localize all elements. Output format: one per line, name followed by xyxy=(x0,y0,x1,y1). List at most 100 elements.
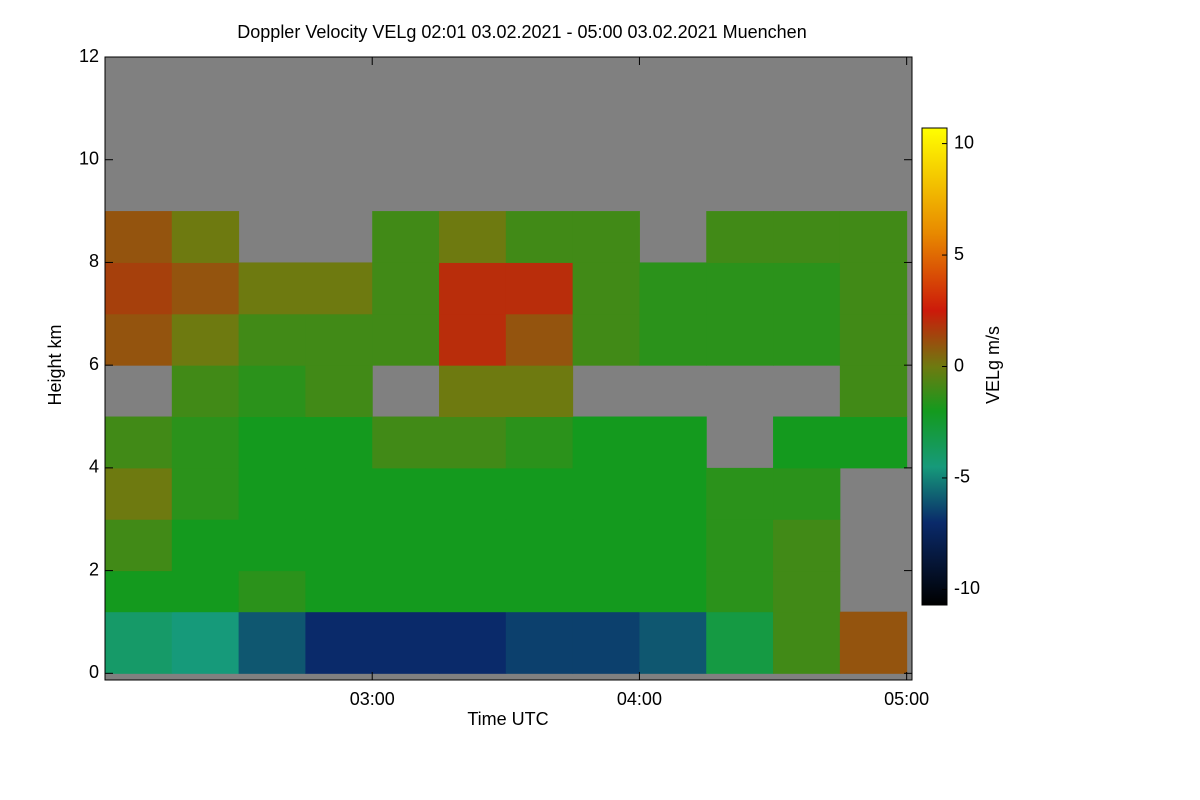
heatmap-cell xyxy=(505,416,574,469)
heatmap-cell xyxy=(105,262,173,315)
x-tick-label: 05:00 xyxy=(884,689,929,709)
heatmap-cell xyxy=(773,519,841,572)
heatmap-cell xyxy=(105,570,173,613)
heatmap-cell xyxy=(572,211,640,263)
heatmap-cell xyxy=(171,211,240,263)
heatmap-cell xyxy=(839,611,908,674)
colorbar-tick-label: -5 xyxy=(954,467,970,487)
heatmap-cell xyxy=(706,211,774,263)
heatmap-cell xyxy=(706,519,774,572)
heatmap-cell xyxy=(305,416,373,469)
heatmap-cell xyxy=(505,519,574,572)
heatmap-cell xyxy=(305,611,373,674)
chart-title: Doppler Velocity VELg 02:01 03.02.2021 -… xyxy=(237,22,806,42)
heatmap-cell xyxy=(171,365,240,418)
heatmap-cell xyxy=(505,365,574,418)
heatmap-cell xyxy=(572,313,640,366)
y-axis-label: Height km xyxy=(45,324,65,405)
x-tick-label: 03:00 xyxy=(350,689,395,709)
heatmap-cell xyxy=(439,416,507,469)
heatmap-cell xyxy=(439,467,507,520)
heatmap-cell xyxy=(305,519,373,572)
heatmap-cell xyxy=(639,519,707,572)
heatmap-cell xyxy=(505,313,574,366)
heatmap-cell xyxy=(706,611,774,674)
heatmap-cell xyxy=(105,467,173,520)
colorbar-tick-label: 10 xyxy=(954,132,974,152)
heatmap-cell xyxy=(639,467,707,520)
y-tick-label: 12 xyxy=(79,46,99,66)
heatmap-cell xyxy=(105,611,173,674)
colorbar-label: VELg m/s xyxy=(983,326,1003,404)
heatmap-cell xyxy=(839,416,908,469)
heatmap-cell xyxy=(171,611,240,674)
heatmap-cell xyxy=(305,467,373,520)
heatmap-cell xyxy=(372,611,440,674)
heatmap-cell xyxy=(238,570,306,613)
heatmap-cell xyxy=(105,519,173,572)
heatmap-cell xyxy=(706,262,774,315)
heatmap-cell xyxy=(505,262,574,315)
heatmap-cell xyxy=(572,467,640,520)
heatmap-cell xyxy=(372,416,440,469)
heatmap-cell xyxy=(305,262,373,315)
heatmap-cell xyxy=(238,365,306,418)
y-tick-label: 8 xyxy=(89,251,99,271)
colorbar-tick-label: -10 xyxy=(954,578,980,598)
heatmap-cell xyxy=(105,313,173,366)
heatmap-cell xyxy=(171,416,240,469)
heatmap-cell xyxy=(773,570,841,613)
heatmap-cell xyxy=(706,313,774,366)
y-tick-label: 10 xyxy=(79,148,99,168)
heatmap-cell xyxy=(706,467,774,520)
heatmap-cell xyxy=(505,611,574,674)
heatmap-cell xyxy=(305,313,373,366)
heatmap-cell xyxy=(439,313,507,366)
x-axis-label: Time UTC xyxy=(467,709,548,729)
heatmap-cell xyxy=(238,611,306,674)
colorbar-tick-label: 5 xyxy=(954,244,964,264)
heatmap-cell xyxy=(171,570,240,613)
heatmap-cell xyxy=(839,365,908,418)
heatmap-cell xyxy=(305,365,373,418)
heatmap-cell xyxy=(171,313,240,366)
heatmap-cell xyxy=(639,570,707,613)
heatmap-cell xyxy=(439,519,507,572)
y-tick-label: 6 xyxy=(89,354,99,374)
x-tick-label: 04:00 xyxy=(617,689,662,709)
heatmap-cell xyxy=(238,416,306,469)
heatmap-cell xyxy=(839,313,908,366)
heatmap-cell xyxy=(639,313,707,366)
heatmap-cell xyxy=(639,611,707,674)
heatmap-cell xyxy=(439,365,507,418)
heatmap-cell xyxy=(372,570,440,613)
heatmap-cell xyxy=(372,211,440,263)
heatmap-cell xyxy=(773,416,841,469)
y-tick-label: 0 xyxy=(89,662,99,682)
heatmap-cell xyxy=(706,570,774,613)
heatmap-cell xyxy=(171,467,240,520)
heatmap-cell xyxy=(372,262,440,315)
heatmap-cell xyxy=(505,211,574,263)
heatmap-cell xyxy=(238,467,306,520)
heatmap-cell xyxy=(439,570,507,613)
heatmap-cell xyxy=(639,262,707,315)
heatmap-cell xyxy=(773,467,841,520)
heatmap-cell xyxy=(171,262,240,315)
heatmap-cell xyxy=(439,611,507,674)
heatmap-cell xyxy=(505,570,574,613)
colorbar-tick-label: 0 xyxy=(954,355,964,375)
heatmap-cell xyxy=(439,211,507,263)
heatmap-cell xyxy=(839,211,908,263)
heatmap-cell xyxy=(372,313,440,366)
y-tick-label: 4 xyxy=(89,457,99,477)
heatmap-cell xyxy=(372,467,440,520)
heatmap-cell xyxy=(372,519,440,572)
heatmap-cell xyxy=(572,611,640,674)
heatmap-cell xyxy=(505,467,574,520)
heatmap-cell xyxy=(572,570,640,613)
heatmap-cell xyxy=(105,211,173,263)
y-tick-label: 2 xyxy=(89,559,99,579)
heatmap-cell xyxy=(839,262,908,315)
